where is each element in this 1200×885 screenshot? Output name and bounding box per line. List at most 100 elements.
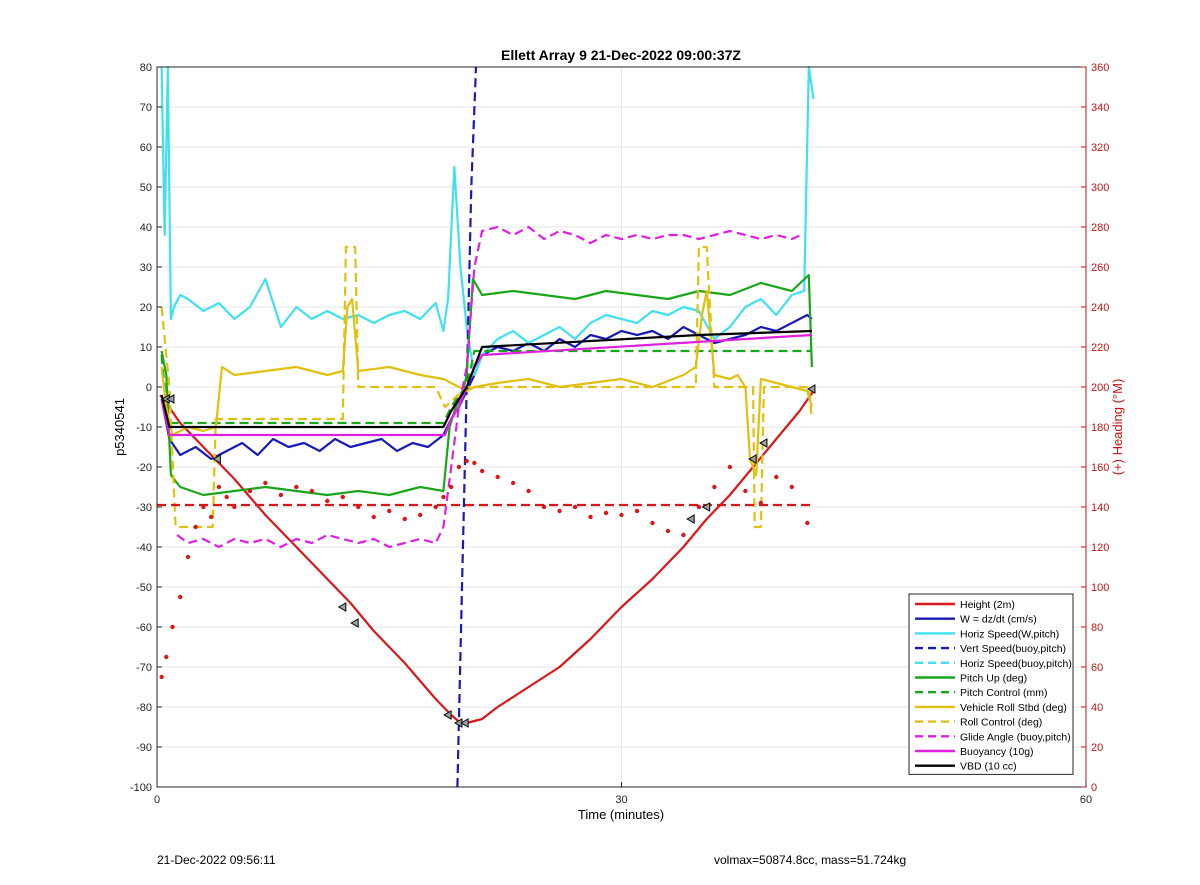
data-point [634, 508, 640, 514]
series-glide-angle-buoy-pitch [176, 225, 802, 549]
y-right-tick-label: 40 [1091, 702, 1103, 714]
y-right-tick-label: 20 [1091, 742, 1103, 754]
y-tick-label: 40 [140, 222, 152, 234]
data-point [557, 508, 562, 514]
series-horiz-speed-w-pitch [160, 65, 815, 377]
y-axis-label-right: (+) Heading (°M) [1110, 379, 1125, 476]
height-marker [460, 718, 469, 728]
data-point [164, 654, 169, 660]
data-point [603, 510, 609, 516]
chart-title: Ellett Array 9 21-Dec-2022 09:00:37Z [501, 47, 741, 63]
data-point [774, 474, 779, 480]
data-point [178, 594, 183, 600]
data-point [619, 512, 624, 518]
data-point [371, 514, 376, 520]
y-tick-label: -70 [136, 662, 152, 674]
y-tick-label: 60 [140, 142, 152, 154]
y-right-tick-label: 180 [1091, 422, 1109, 434]
series-vbd-10-cc [160, 329, 812, 429]
legend-label: Height (2m) [960, 599, 1015, 611]
data-point [418, 512, 423, 518]
y-right-tick-label: 80 [1091, 622, 1103, 634]
series-pitch-control-mm [160, 349, 812, 425]
data-point [727, 464, 733, 470]
y-right-tick-label: 360 [1091, 62, 1109, 74]
data-point [170, 624, 175, 630]
legend-label: Pitch Up (deg) [960, 673, 1027, 685]
legend-label: VBD (10 cc) [960, 761, 1017, 773]
y-tick-label: -60 [136, 622, 152, 634]
legend-label: W = dz/dt (cm/s) [960, 614, 1037, 626]
y-tick-label: -20 [136, 462, 152, 474]
y-right-tick-label: 240 [1091, 302, 1109, 314]
legend-box [908, 593, 1074, 775]
data-point [805, 520, 810, 526]
legend-label: Vert Speed(buoy,pitch) [960, 643, 1066, 655]
data-point [263, 480, 268, 486]
y-tick-label: -40 [136, 542, 152, 554]
legend-label: Horiz Speed(W,pitch) [960, 628, 1059, 640]
y-tick-label: 0 [146, 382, 152, 394]
height-marker [758, 438, 768, 448]
data-point [789, 484, 795, 490]
y-tick-label: 20 [140, 302, 152, 314]
data-point [464, 458, 469, 464]
data-point [185, 554, 191, 560]
y-tick-label: 30 [140, 262, 152, 274]
y-right-tick-label: 60 [1091, 662, 1103, 674]
height-marker [701, 502, 711, 512]
height-marker [443, 710, 452, 720]
data-point [159, 674, 164, 680]
data-point [294, 484, 299, 490]
data-point [712, 484, 717, 490]
data-point [216, 484, 222, 490]
y-right-tick-label: 160 [1091, 462, 1109, 474]
y-tick-label: 80 [140, 62, 152, 74]
y-axis-right: 0 20 40 60 80 100 120 140 160 180 200 220 240 260 280 3… [1081, 62, 1109, 794]
series-heading [159, 458, 810, 680]
data-point [340, 494, 345, 500]
y-right-tick-label: 200 [1091, 382, 1109, 394]
legend-label: Roll Control (deg) [960, 717, 1042, 729]
data-point [743, 488, 748, 494]
data-point [193, 524, 198, 530]
data-point [278, 492, 284, 498]
x-axis-label: Time (minutes) [578, 807, 664, 822]
y-tick-label: -90 [136, 742, 152, 754]
data-point [665, 528, 671, 534]
legend: Height (2m) W = dz/dt (cm/s) Horiz Speed(W… [908, 593, 1074, 775]
y-tick-label: -30 [136, 502, 152, 514]
data-point [448, 484, 454, 490]
marker-layer [161, 384, 816, 728]
height-marker [686, 514, 695, 524]
data-point [247, 488, 253, 494]
y-tick-label: -80 [136, 702, 152, 714]
footer-volmax-mass: volmax=50874.8cc, mass=51.724kg [714, 853, 907, 867]
data-point [510, 480, 516, 486]
y-tick-label: 10 [140, 342, 152, 354]
legend-label: Pitch Control (mm) [960, 687, 1048, 699]
data-point [402, 516, 407, 522]
data-point [309, 488, 315, 494]
data-point [572, 504, 578, 510]
height-marker [212, 454, 221, 464]
x-tick-label: 30 [615, 794, 627, 806]
height-marker [748, 454, 757, 464]
x-tick-label: 60 [1080, 794, 1092, 806]
legend-label: Buoyancy (10g) [960, 746, 1034, 758]
y-right-tick-label: 120 [1091, 542, 1109, 554]
y-right-tick-label: 260 [1091, 262, 1109, 274]
data-point [224, 494, 229, 500]
data-point [387, 508, 392, 514]
y-right-tick-label: 220 [1091, 342, 1109, 354]
series-buoyancy-10g [160, 333, 812, 437]
data-point [650, 520, 655, 526]
legend-label: Vehicle Roll Stbd (deg) [960, 702, 1067, 714]
y-axis-left: -100-90-80-70-60-50-40-30-20-10010203040… [130, 62, 162, 794]
series-layer [157, 65, 815, 788]
legend-label: Horiz Speed(buoy,pitch) [960, 658, 1072, 670]
y-right-tick-label: 300 [1091, 182, 1109, 194]
data-point [441, 494, 446, 500]
data-point [479, 468, 485, 474]
